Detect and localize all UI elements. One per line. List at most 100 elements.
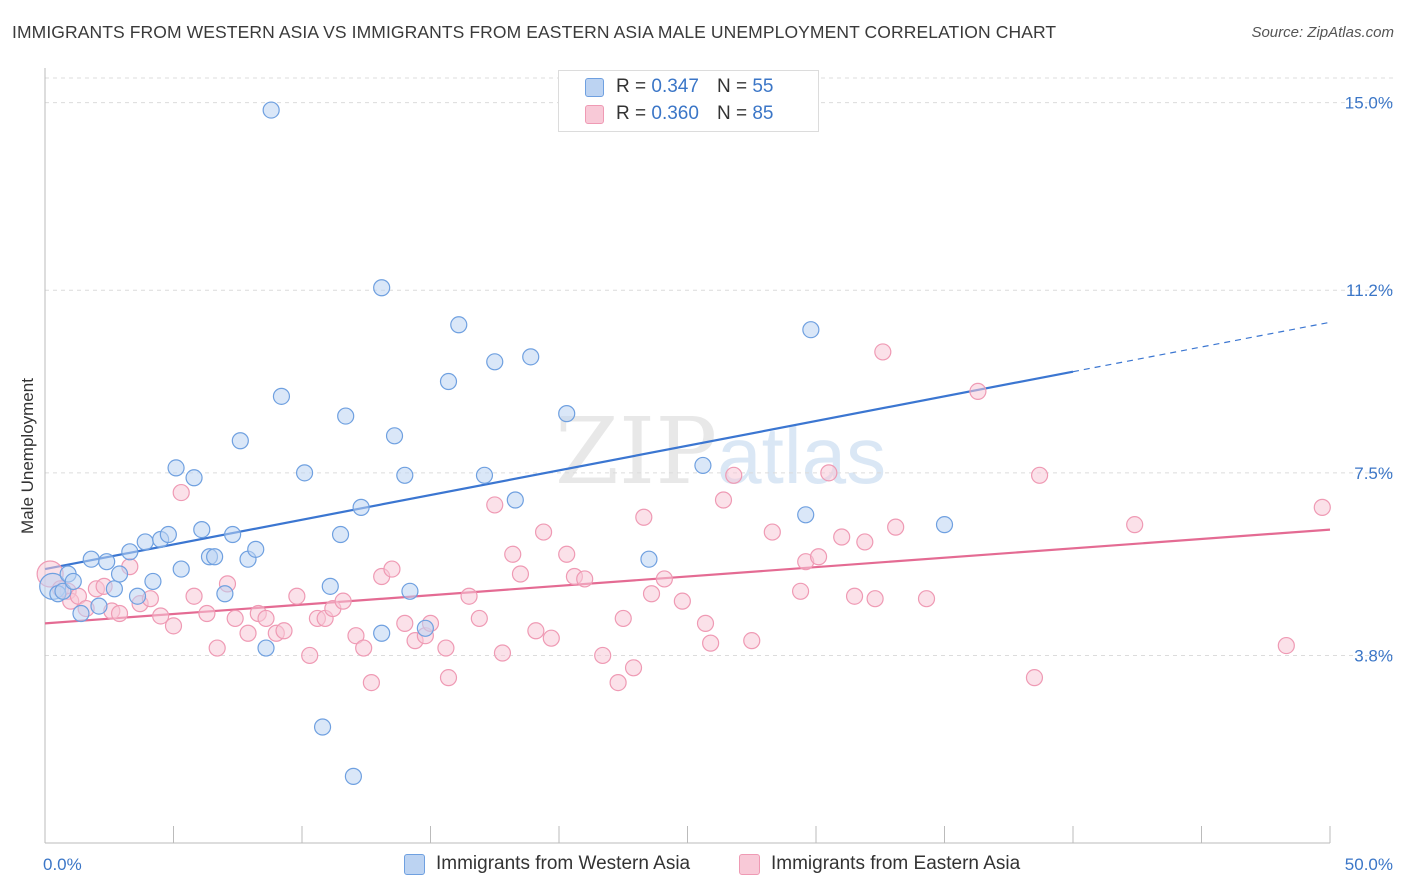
point-western-asia (231, 432, 249, 450)
point-western-asia (506, 491, 524, 509)
point-eastern-asia (1313, 498, 1331, 516)
legend-r-value: 0.347 (651, 76, 699, 97)
point-eastern-asia (1030, 466, 1049, 484)
legend-n-value: 55 (752, 76, 774, 97)
point-western-asia (321, 577, 339, 595)
y-tick-label: 11.2% (1346, 281, 1393, 300)
point-western-asia (159, 525, 177, 544)
point-eastern-asia (185, 587, 203, 605)
point-eastern-asia (504, 545, 522, 563)
point-eastern-asia (257, 609, 275, 628)
point-eastern-asia (470, 609, 488, 628)
point-western-asia (98, 553, 116, 571)
point-western-asia (64, 572, 82, 591)
point-eastern-asia (542, 629, 560, 647)
point-eastern-asia (275, 622, 293, 640)
axes (44, 68, 1331, 844)
point-eastern-asia (486, 496, 504, 514)
point-eastern-asia (866, 590, 884, 608)
point-eastern-asia (763, 523, 781, 541)
grid-lines (45, 77, 1393, 656)
point-western-asia (373, 624, 391, 642)
y-tick-label: 3.8% (1354, 646, 1393, 665)
point-western-asia (486, 353, 504, 371)
point-western-asia (439, 372, 458, 391)
point-eastern-asia (1025, 669, 1044, 687)
bottom-legend-label-eastern-asia: Immigrants from Eastern Asia (771, 853, 1021, 874)
point-eastern-asia (439, 669, 458, 687)
point-eastern-asia (110, 604, 129, 623)
legend-row-eastern-asia: R = 0.360 N = 85 (585, 103, 773, 125)
point-western-asia (450, 316, 468, 334)
point-western-asia (313, 718, 332, 736)
point-western-asia (640, 550, 658, 568)
point-eastern-asia (164, 617, 183, 635)
point-eastern-asia (288, 587, 306, 605)
point-eastern-asia (655, 570, 673, 588)
point-eastern-asia (702, 634, 720, 652)
legend-n-value: 85 (752, 103, 774, 124)
point-western-asia (136, 533, 154, 551)
point-eastern-asia (355, 639, 373, 657)
watermark-zip: ZIP (555, 398, 718, 505)
y-tick-label: 7.5% (1354, 464, 1393, 483)
point-western-asia (72, 604, 90, 623)
legend-r-label: R = (616, 76, 647, 97)
chart-title: IMMIGRANTS FROM WESTERN ASIA VS IMMIGRAN… (12, 22, 1057, 42)
point-western-asia (206, 548, 224, 566)
point-western-asia (373, 279, 391, 297)
point-western-asia (344, 767, 362, 785)
y-tick-label: 15.0% (1345, 94, 1393, 113)
point-eastern-asia (396, 614, 414, 632)
trend-line-western-asia (44, 370, 1074, 571)
legend-row-western-asia: R = 0.347 N = 55 (585, 76, 773, 98)
y-axis-label: Male Unemployment (18, 378, 37, 534)
x-tick-label: 0.0% (43, 855, 82, 874)
watermark: ZIPatlas (555, 398, 886, 505)
point-western-asia (295, 464, 314, 482)
point-eastern-asia (527, 622, 545, 640)
point-western-asia (262, 101, 280, 119)
point-eastern-asia (917, 590, 936, 608)
point-western-asia (396, 466, 414, 484)
tick-labels: 3.8% 7.5% 11.2% 15.0% 0.0% 50.0% (43, 94, 1393, 874)
point-western-asia (694, 456, 712, 475)
point-eastern-asia (673, 592, 691, 610)
point-western-asia (121, 543, 139, 561)
point-western-asia (167, 459, 185, 477)
point-western-asia (385, 427, 404, 445)
point-western-asia (475, 466, 494, 484)
point-eastern-asia (383, 560, 401, 578)
point-eastern-asia (874, 343, 892, 361)
x-tick-label: 50.0% (1345, 855, 1393, 874)
point-eastern-asia (334, 592, 352, 610)
point-eastern-asia (635, 508, 653, 526)
bottom-legend-label-western-asia: Immigrants from Western Asia (436, 853, 691, 874)
legend-r-value: 0.360 (651, 103, 699, 124)
point-eastern-asia (791, 582, 810, 600)
bottom-legend-eastern-asia: Immigrants from Eastern Asia (739, 853, 1020, 875)
data-points (36, 101, 1331, 785)
point-eastern-asia (239, 624, 257, 642)
point-eastern-asia (152, 607, 170, 625)
legend-swatch-western-asia (585, 77, 604, 97)
point-eastern-asia (714, 491, 733, 509)
point-western-asia (90, 597, 108, 615)
point-western-asia (337, 407, 355, 425)
point-eastern-asia (1126, 516, 1144, 534)
point-eastern-asia (725, 466, 743, 484)
point-eastern-asia (347, 627, 365, 645)
point-eastern-asia (642, 585, 661, 603)
point-eastern-asia (534, 523, 553, 541)
point-western-asia (272, 387, 291, 405)
point-eastern-asia (594, 646, 612, 665)
point-western-asia (128, 587, 147, 605)
point-eastern-asia (460, 587, 478, 605)
point-eastern-asia (576, 570, 594, 588)
point-eastern-asia (809, 548, 828, 566)
watermark-atlas: atlas (717, 411, 887, 500)
point-eastern-asia (208, 639, 226, 657)
point-western-asia (144, 572, 162, 591)
point-eastern-asia (1277, 636, 1295, 655)
